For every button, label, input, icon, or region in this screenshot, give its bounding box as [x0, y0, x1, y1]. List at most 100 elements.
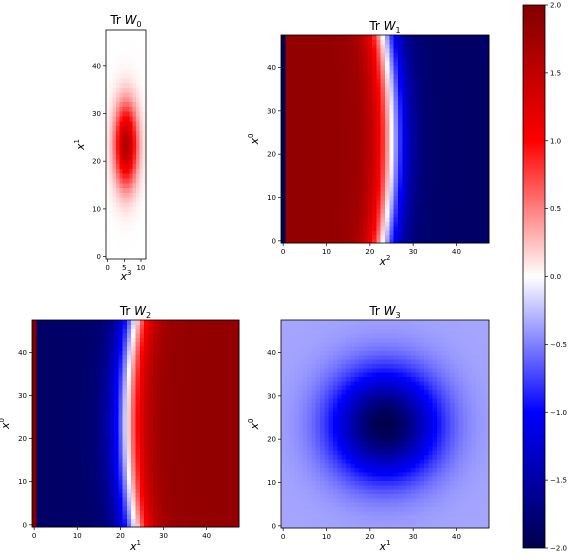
heatmap-cell: [428, 199, 434, 205]
heatmap-cell: [129, 130, 134, 136]
heatmap-cell: [49, 337, 55, 343]
heatmap-cell: [476, 221, 481, 227]
heatmap-cell: [458, 147, 464, 153]
heatmap-cell: [454, 143, 460, 149]
heatmap-cell: [131, 324, 137, 330]
heatmap-cell: [415, 204, 421, 209]
heatmap-cell: [119, 130, 124, 136]
heatmap-cell: [320, 173, 325, 179]
heatmap-cell: [178, 332, 184, 338]
heatmap-cell: [419, 204, 425, 209]
heatmap-cell: [132, 115, 137, 122]
heatmap-cell: [57, 363, 63, 369]
heatmap-cell: [157, 522, 162, 528]
heatmap-cell: [328, 204, 334, 209]
heatmap-cell: [333, 186, 338, 192]
heatmap-cell: [126, 101, 130, 107]
heatmap-cell: [350, 143, 356, 149]
heatmap-cell: [49, 410, 55, 416]
heatmap-cell: [281, 87, 286, 92]
heatmap-cell: [178, 393, 184, 399]
heatmap-cell: [419, 156, 425, 162]
heatmap-cell: [411, 160, 416, 166]
heatmap-cell: [139, 445, 145, 450]
heatmap-cell: [402, 121, 408, 127]
heatmap-cell: [131, 509, 137, 515]
heatmap-cell: [208, 449, 214, 455]
heatmap-cell: [294, 117, 299, 123]
heatmap-cell: [204, 371, 210, 377]
heatmap-cell: [32, 522, 37, 528]
heatmap-cell: [204, 410, 210, 416]
heatmap-cell: [126, 220, 130, 227]
heatmap-cell: [454, 69, 460, 75]
heatmap-cell: [105, 393, 111, 399]
heatmap-cell: [142, 49, 147, 55]
heatmap-cell: [450, 221, 455, 227]
heatmap-cell: [328, 182, 334, 188]
heatmap-cell: [126, 239, 130, 246]
heatmap-cell: [445, 74, 451, 79]
heatmap-cell: [118, 479, 124, 485]
heatmap-cell: [432, 52, 438, 58]
heatmap-cell: [136, 44, 140, 50]
heatmap-cell: [113, 389, 119, 394]
heatmap-cell: [393, 147, 399, 153]
heatmap-cell: [445, 191, 451, 196]
heatmap-cell: [49, 475, 55, 481]
heatmap-cell: [341, 52, 347, 58]
heatmap-cell: [411, 87, 416, 92]
heatmap-cell: [346, 113, 351, 118]
heatmap-cell: [294, 234, 299, 240]
heatmap-cell: [424, 87, 429, 92]
heatmap-cell: [419, 100, 425, 105]
heatmap-cell: [75, 376, 81, 381]
heatmap-cell: [389, 165, 395, 170]
heatmap-cell: [105, 410, 111, 416]
heatmap-cell: [152, 479, 158, 485]
heatmap-cell: [315, 195, 321, 201]
heatmap-cell: [445, 238, 451, 244]
heatmap-cell: [445, 113, 451, 118]
heatmap-cell: [116, 92, 120, 98]
heatmap-cell: [113, 496, 119, 502]
heatmap-cell: [411, 169, 416, 175]
heatmap-cell: [432, 195, 438, 201]
heatmap-cell: [109, 254, 114, 260]
heatmap-cell: [109, 115, 114, 122]
heatmap-cell: [289, 52, 295, 58]
heatmap-cell: [170, 410, 175, 416]
heatmap-cell: [178, 419, 184, 425]
heatmap-cell: [165, 393, 171, 399]
heatmap-cell: [419, 160, 425, 166]
heatmap-cell: [281, 238, 286, 244]
heatmap-cell: [144, 406, 150, 412]
heatmap-cell: [139, 384, 145, 390]
heatmap-cell: [281, 182, 286, 188]
heatmap-cell: [112, 30, 117, 36]
heatmap-cell: [92, 479, 98, 485]
heatmap-cell: [213, 479, 219, 485]
heatmap-cell: [75, 367, 81, 373]
heatmap-cell: [187, 401, 193, 407]
heatmap-cell: [174, 514, 180, 519]
heatmap-cell: [57, 367, 63, 373]
heatmap-cell: [320, 195, 325, 201]
heatmap-cell: [428, 74, 434, 79]
heatmap-cell: [441, 82, 447, 88]
heatmap-cell: [53, 501, 59, 507]
heatmap-cell: [359, 35, 364, 40]
panel-title-var: W: [125, 13, 138, 27]
heatmap-cell: [285, 199, 291, 205]
heatmap-cell: [136, 111, 140, 117]
heatmap-cell: [389, 100, 395, 105]
heatmap-cell: [170, 470, 175, 476]
heatmap-cell: [106, 44, 110, 50]
heatmap-cell: [415, 61, 421, 66]
heatmap-cell: [354, 56, 360, 62]
heatmap-cell: [398, 139, 403, 144]
heatmap-cell: [380, 108, 386, 114]
heatmap-cell: [75, 492, 81, 498]
heatmap-cell: [311, 48, 317, 53]
heatmap-cell: [142, 125, 147, 131]
